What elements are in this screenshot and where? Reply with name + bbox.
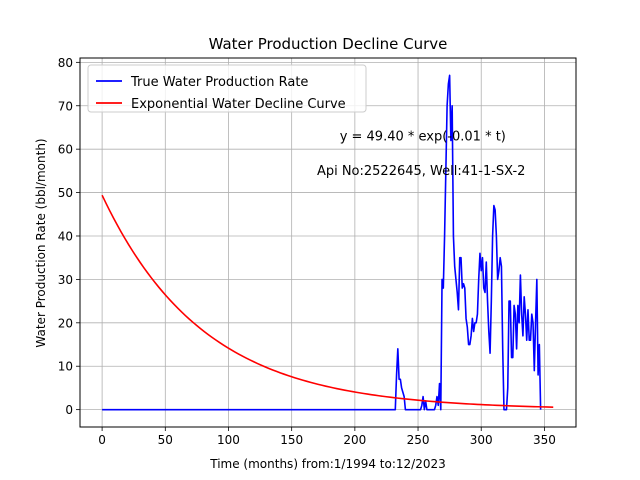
series-exponential-water-decline-curve [101, 194, 554, 408]
x-tick-label: 300 [470, 433, 493, 447]
y-tick-label: 70 [58, 99, 73, 113]
series-true-water-production-rate [102, 74, 542, 411]
series-lines [101, 74, 554, 411]
x-tick-label: 250 [407, 433, 430, 447]
y-axis-ticks: 0 10 20 30 40 50 60 70 80 [58, 56, 80, 417]
y-tick-label: 20 [58, 316, 73, 330]
x-axis-label: Time (months) from:1/1994 to:12/2023 [209, 457, 446, 471]
chart-title: Water Production Decline Curve [209, 35, 448, 53]
y-tick-label: 0 [65, 403, 73, 417]
y-tick-label: 30 [58, 273, 73, 287]
x-tick-label: 0 [98, 433, 106, 447]
annotation-text: Api No:2522645, Well:41-1-SX-2 [317, 164, 525, 179]
plot-area: 0 50 100 150 200 250 300 350 0 10 20 30 40 50 60 70 80 [58, 56, 577, 447]
x-tick-label: 350 [533, 433, 556, 447]
x-tick-label: 200 [343, 433, 366, 447]
y-tick-label: 50 [58, 186, 73, 200]
y-tick-label: 60 [58, 143, 73, 157]
legend: True Water Production Rate Exponential Wa… [87, 64, 367, 113]
y-tick-label: 10 [58, 360, 73, 374]
x-tick-label: 50 [158, 433, 173, 447]
annotations: y = 49.40 * exp(-0.01 * t) Api No:2522645… [317, 129, 525, 179]
x-tick-label: 150 [280, 433, 303, 447]
annotation-text: y = 49.40 * exp(-0.01 * t) [340, 129, 506, 144]
y-tick-label: 40 [58, 229, 73, 243]
legend-entry: Exponential Water Decline Curve [131, 97, 346, 112]
axes-frame [79, 57, 577, 428]
y-axis-label: Water Production Rate (bbl/month) [34, 138, 48, 347]
y-tick-label: 80 [58, 56, 73, 70]
x-axis-ticks: 0 50 100 150 200 250 300 350 [98, 427, 556, 447]
legend-box [87, 64, 367, 113]
x-tick-label: 100 [217, 433, 240, 447]
legend-entry: True Water Production Rate [130, 75, 308, 90]
